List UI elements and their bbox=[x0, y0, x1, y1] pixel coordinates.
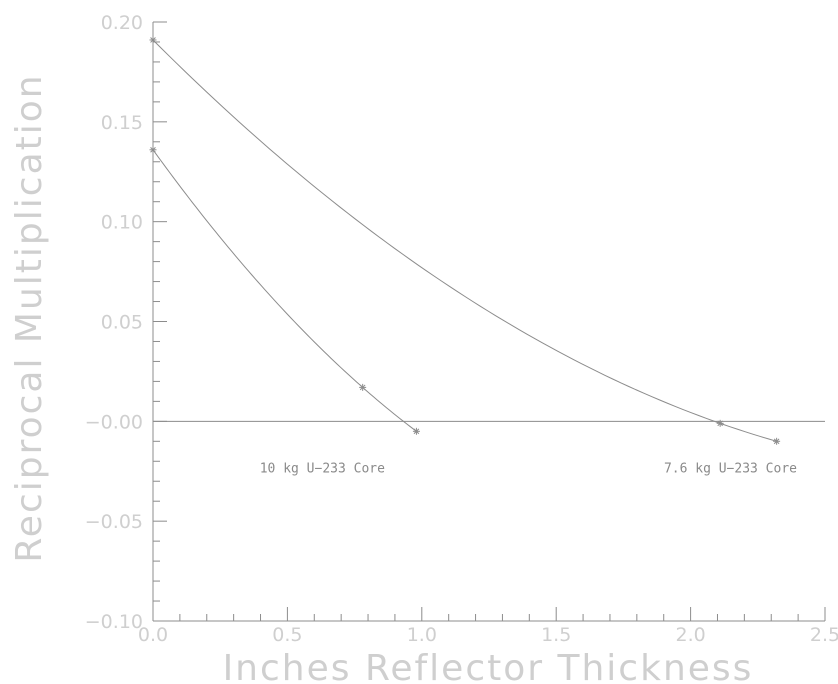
x-tick-label: 1.0 bbox=[407, 624, 437, 646]
data-point-marker bbox=[412, 427, 420, 435]
series-line-2 bbox=[152, 39, 777, 442]
series-annotation: 10 kg U−233 Core bbox=[260, 461, 385, 476]
chart-axes bbox=[152, 21, 826, 622]
y-tick-label: 0.15 bbox=[101, 112, 143, 134]
y-axis-title: Reciprocal Multiplication bbox=[9, 73, 50, 562]
y-tick-label: −0.00 bbox=[85, 411, 143, 433]
data-point-marker bbox=[773, 437, 781, 445]
series-line-1 bbox=[152, 149, 417, 432]
y-tick-label: −0.05 bbox=[85, 511, 143, 533]
x-tick-label: 2.0 bbox=[675, 624, 705, 646]
x-tick-label: 0.5 bbox=[272, 624, 302, 646]
series-annotation: 7.6 kg U−233 Core bbox=[664, 461, 797, 476]
y-tick-label: 0.05 bbox=[101, 312, 143, 334]
data-point-marker bbox=[359, 383, 367, 391]
data-point-marker bbox=[149, 36, 157, 44]
data-point-marker bbox=[716, 419, 724, 427]
x-tick-label: 1.5 bbox=[541, 624, 571, 646]
y-tick-label: −0.10 bbox=[85, 611, 143, 633]
x-tick-label: 2.5 bbox=[810, 624, 838, 646]
chart-curves bbox=[152, 39, 777, 442]
chart-markers bbox=[149, 36, 781, 445]
chart-tick-labels: −0.10 −0.05 −0.00 0.05 0.10 0.15 0.20 0.0 0.5 1.0… bbox=[85, 12, 838, 646]
x-tick-label: 0.0 bbox=[138, 624, 168, 646]
data-point-marker bbox=[149, 146, 157, 154]
chart-annotations: 10 kg U−233 Core 7.6 kg U−233 Core bbox=[260, 461, 797, 476]
y-tick-label: 0.10 bbox=[101, 212, 143, 234]
y-tick-label: 0.20 bbox=[101, 12, 143, 34]
x-axis-title: Inches Reflector Thickness bbox=[223, 648, 754, 684]
